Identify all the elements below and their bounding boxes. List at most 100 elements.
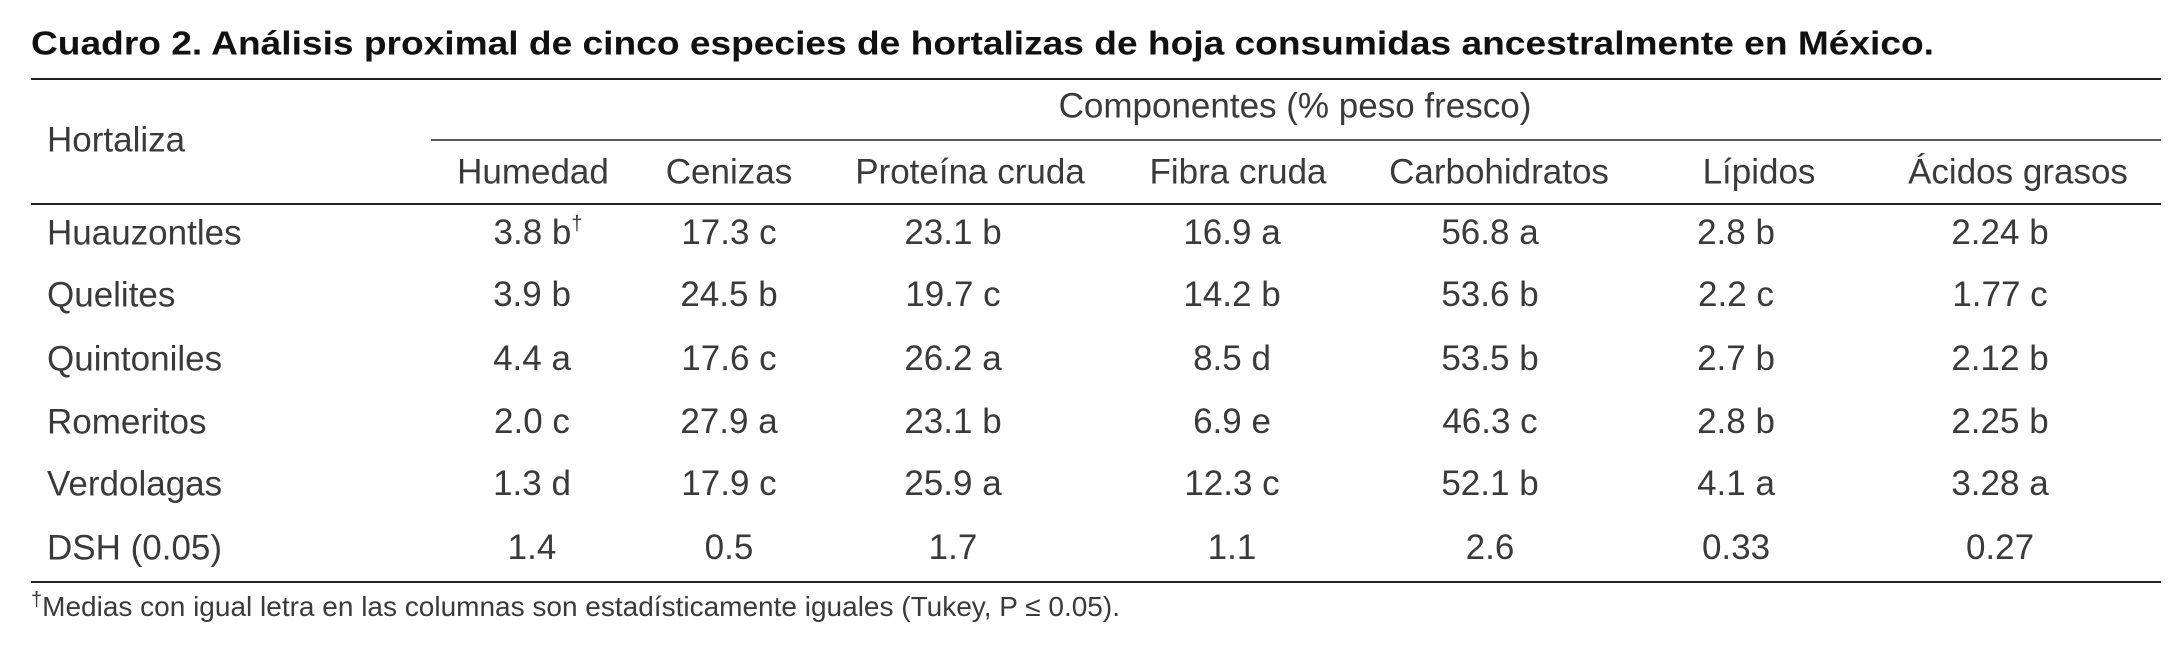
- cell: 26.2 a: [904, 339, 1002, 378]
- cell-value: 25.9 a: [904, 464, 1002, 503]
- cell: 2.8 b: [1697, 213, 1775, 252]
- cell: 19.7 c: [905, 275, 1000, 314]
- cell-value: 53.6 b: [1441, 275, 1538, 314]
- cell: 2.12 b: [1951, 339, 2048, 378]
- cell-value: 16.9 a: [1183, 213, 1281, 252]
- column-header: Fibra cruda: [1149, 152, 1327, 191]
- cell: 1.1: [1208, 528, 1257, 567]
- cell: 2.8 b: [1697, 402, 1775, 441]
- row-label: Verdolagas: [47, 464, 222, 503]
- cell-value: 17.6 c: [681, 339, 776, 378]
- cell: 52.1 b: [1441, 464, 1538, 503]
- cell: 2.25 b: [1951, 402, 2048, 441]
- cell-value: 23.1 b: [904, 213, 1001, 252]
- cell-value: 0.27: [1966, 528, 2034, 567]
- column-header: Lípidos: [1703, 152, 1816, 191]
- cell-value: 3.8 b: [494, 213, 572, 252]
- row-label: Quelites: [47, 275, 175, 314]
- cell-value: 8.5 d: [1193, 339, 1271, 378]
- column-header: Proteína cruda: [855, 152, 1085, 191]
- row-label: Quintoniles: [47, 339, 222, 378]
- cell-value: 17.9 c: [681, 464, 776, 503]
- cell: 53.6 b: [1441, 275, 1538, 314]
- row-label: Huauzontles: [47, 213, 242, 252]
- row-label: Romeritos: [47, 402, 206, 441]
- cell: 12.3 c: [1184, 464, 1279, 503]
- cell: 4.1 a: [1697, 464, 1775, 503]
- group-header: Componentes (% peso fresco): [1059, 86, 1532, 125]
- cell-value: 2.12 b: [1951, 339, 2048, 378]
- cell-value: 56.8 a: [1441, 213, 1539, 252]
- cell: 3.9 b: [493, 275, 571, 314]
- cell: 24.5 b: [680, 275, 777, 314]
- footnote-text: Medias con igual letra en las columnas s…: [42, 591, 1120, 622]
- cell: 14.2 b: [1183, 275, 1280, 314]
- cell: 3.28 a: [1951, 464, 2049, 503]
- cell: 4.4 a: [493, 339, 571, 378]
- footnote-mark: †: [571, 213, 582, 235]
- cell: 27.9 a: [680, 402, 778, 441]
- cell-value: 53.5 b: [1441, 339, 1538, 378]
- footnote: †Medias con igual letra en las columnas …: [31, 589, 1120, 622]
- cell-value: 6.9 e: [1193, 402, 1271, 441]
- cell: 0.33: [1702, 528, 1770, 567]
- cell-value: 2.24 b: [1951, 213, 2048, 252]
- cell: 23.1 b: [904, 402, 1001, 441]
- cell-value: 52.1 b: [1441, 464, 1538, 503]
- cell: 17.9 c: [681, 464, 776, 503]
- cell-value: 24.5 b: [680, 275, 777, 314]
- cell-value: 46.3 c: [1442, 402, 1537, 441]
- cell: 17.6 c: [681, 339, 776, 378]
- cell: 0.27: [1966, 528, 2034, 567]
- cell-value: 19.7 c: [905, 275, 1000, 314]
- cell: 2.0 c: [494, 402, 570, 441]
- cell-value: 2.25 b: [1951, 402, 2048, 441]
- cell-value: 2.6: [1466, 528, 1515, 567]
- cell-value: 17.3 c: [681, 213, 776, 252]
- cell-value: 1.7: [929, 528, 978, 567]
- cell-value: 0.33: [1702, 528, 1770, 567]
- table-title: Cuadro 2. Análisis proximal de cinco esp…: [31, 25, 1934, 62]
- cell-value: 0.5: [705, 528, 754, 567]
- cell-value: 1.77 c: [1952, 275, 2047, 314]
- cell: 2.6: [1466, 528, 1515, 567]
- cell-value: 2.8 b: [1697, 402, 1775, 441]
- cell-value: 2.0 c: [494, 402, 570, 441]
- cell: 2.7 b: [1697, 339, 1775, 378]
- row-label: DSH (0.05): [47, 528, 222, 567]
- column-header: Ácidos grasos: [1908, 152, 2128, 191]
- cell: 23.1 b: [904, 213, 1001, 252]
- cell: 3.8 b†: [494, 213, 583, 252]
- cell: 16.9 a: [1183, 213, 1281, 252]
- cell-value: 1.3 d: [493, 464, 571, 503]
- cell: 46.3 c: [1442, 402, 1537, 441]
- cell-value: 1.4: [508, 528, 557, 567]
- cell: 25.9 a: [904, 464, 1002, 503]
- cell-value: 2.7 b: [1697, 339, 1775, 378]
- cell: 1.3 d: [493, 464, 571, 503]
- cell: 2.2 c: [1698, 275, 1774, 314]
- cell: 1.7: [929, 528, 978, 567]
- cell: 56.8 a: [1441, 213, 1539, 252]
- row-header: Hortaliza: [47, 120, 186, 159]
- cell-value: 12.3 c: [1184, 464, 1279, 503]
- cell-value: 26.2 a: [904, 339, 1002, 378]
- cell-value: 23.1 b: [904, 402, 1001, 441]
- cell-value: 1.1: [1208, 528, 1257, 567]
- cell: 2.24 b: [1951, 213, 2048, 252]
- cell: 1.4: [508, 528, 557, 567]
- cell-value: 4.1 a: [1697, 464, 1775, 503]
- cell-value: 2.8 b: [1697, 213, 1775, 252]
- column-header: Carbohidratos: [1389, 152, 1609, 191]
- cell-value: 27.9 a: [680, 402, 778, 441]
- cell-value: 3.28 a: [1951, 464, 2049, 503]
- cell: 0.5: [705, 528, 754, 567]
- cell-value: 14.2 b: [1183, 275, 1280, 314]
- footnote-mark: †: [31, 589, 42, 611]
- cell-value: 2.2 c: [1698, 275, 1774, 314]
- cell-value: 3.9 b: [493, 275, 571, 314]
- cell: 53.5 b: [1441, 339, 1538, 378]
- column-header: Cenizas: [666, 152, 792, 191]
- cell-value: 4.4 a: [493, 339, 571, 378]
